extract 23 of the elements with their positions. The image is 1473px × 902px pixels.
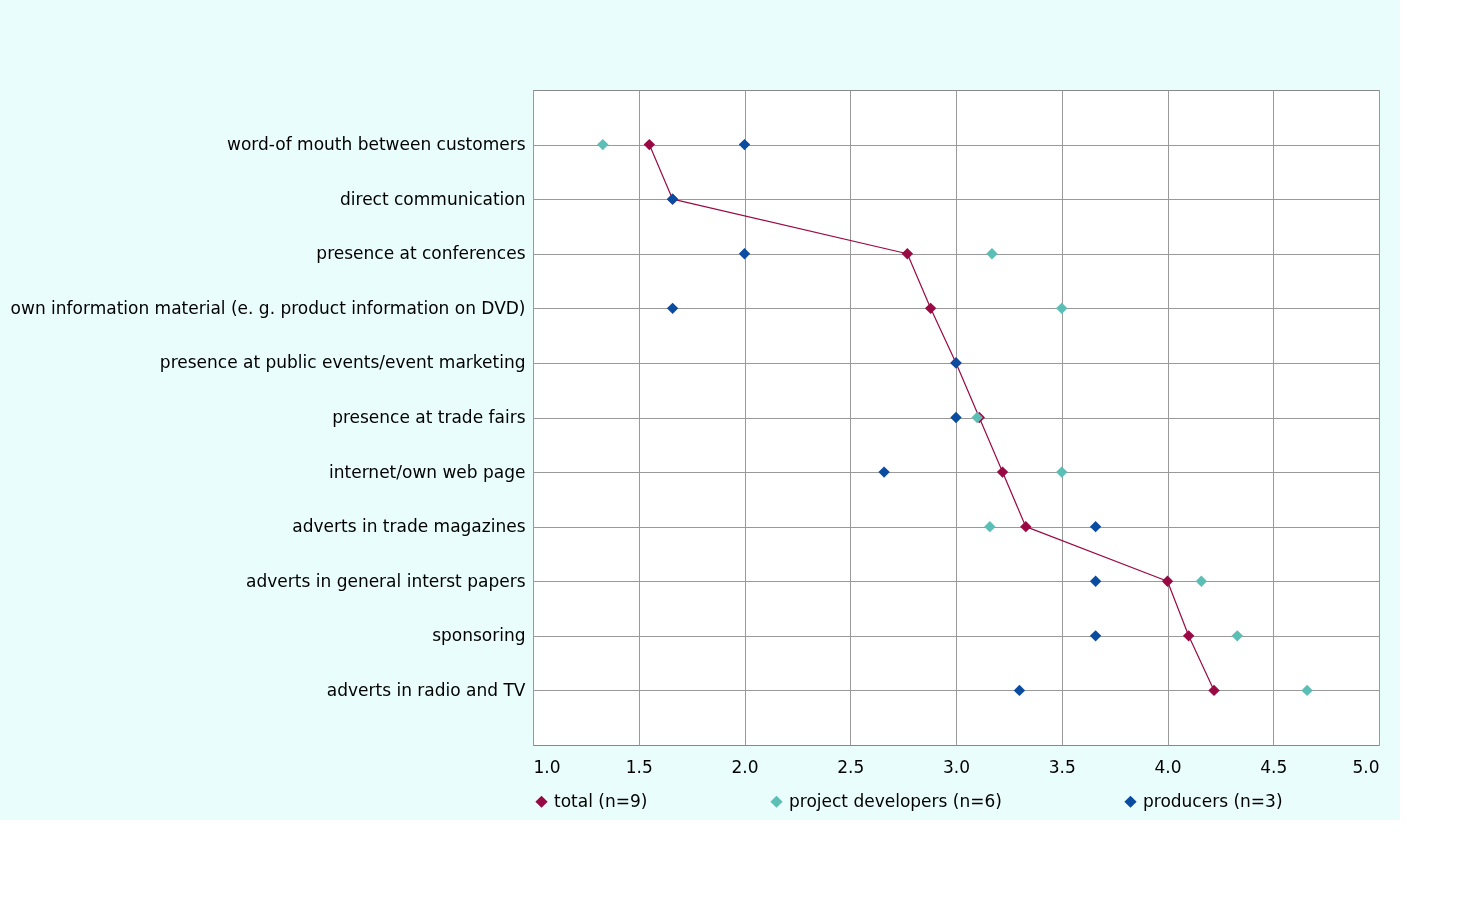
y-tick-label: adverts in general interst papers (246, 570, 526, 591)
x-tick-label: 1.5 (625, 756, 653, 777)
x-tick-label: 4.5 (1260, 756, 1288, 777)
y-tick-label: direct communication (340, 188, 526, 209)
y-tick-label: presence at public events/event marketing (159, 352, 526, 373)
x-tick-label: 5.0 (1352, 756, 1380, 777)
x-tick-label: 4.0 (1154, 756, 1182, 777)
y-tick-label: word-of mouth between customers (227, 134, 526, 155)
y-tick-label: sponsoring (432, 625, 526, 646)
y-tick-label: presence at trade fairs (332, 407, 526, 427)
y-tick-label: internet/own web page (329, 461, 526, 482)
x-tick-label: 3.0 (942, 756, 971, 777)
y-tick-label: presence at conferences (316, 243, 526, 264)
x-tick-label: 1.0 (533, 756, 561, 777)
y-tick-label: own information material (e. g. product information on DVD) (10, 297, 526, 318)
legend-label: producers (n=3) (1143, 790, 1283, 811)
legend-label: total (n=9) (554, 790, 648, 811)
x-tick-label: 3.5 (1048, 756, 1076, 777)
x-tick-label: 2.5 (837, 756, 865, 777)
y-tick-label: adverts in trade magazines (292, 516, 526, 537)
y-tick-label: adverts in radio and TV (326, 679, 526, 700)
x-tick-label: 2.0 (731, 756, 759, 777)
legend-label: project developers (n=6) (789, 790, 1002, 811)
